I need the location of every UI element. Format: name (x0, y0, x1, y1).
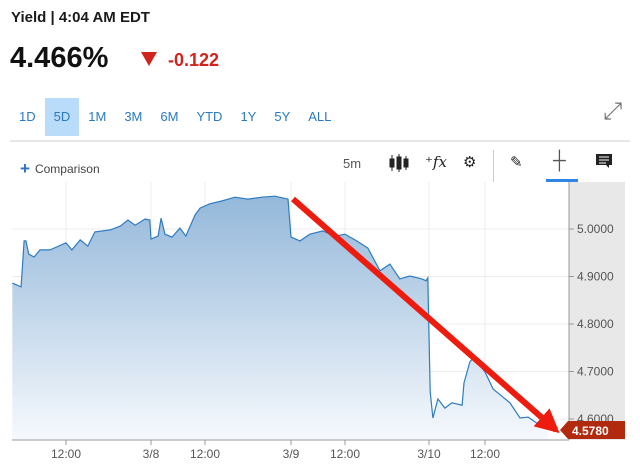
function-icon[interactable]: ⁺𝑓x (425, 153, 447, 171)
y-tick-label: 5.0000 (577, 222, 614, 236)
x-tick-label: 12:00 (51, 447, 81, 461)
x-tick-label: 3/8 (143, 447, 160, 461)
current-yield: 4.466% (10, 42, 109, 74)
last-value-tag: 4.5780 (560, 421, 625, 439)
tab-1m[interactable]: 1M (88, 109, 107, 124)
tab-1d[interactable]: 1D (19, 109, 36, 124)
expand-icon[interactable]: ⤢ (603, 98, 623, 125)
y-tick-label: 4.7000 (577, 365, 614, 379)
y-tick-label: 4.9000 (577, 270, 614, 284)
interval-button[interactable]: 5m (343, 156, 362, 171)
divider (10, 140, 630, 142)
area-fill (12, 196, 548, 440)
x-tick-label: 3/9 (283, 447, 300, 461)
comparison-button[interactable]: + Comparison (20, 159, 100, 179)
toolbar-divider (493, 150, 494, 182)
y-tick-label: 4.8000 (577, 317, 614, 331)
pencil-icon[interactable]: ✎ (510, 154, 523, 171)
range-tabs: 1D 5D 1M 3M 6M YTD 1Y 5Y ALL (10, 98, 340, 136)
tab-6m[interactable]: 6M (160, 109, 179, 124)
tab-5d[interactable]: 5D (44, 98, 80, 136)
x-tick-label: 12:00 (470, 447, 500, 461)
tab-1y[interactable]: 1Y (240, 109, 257, 124)
crosshair-icon[interactable]: ┼ (553, 150, 566, 170)
series-line (12, 195, 549, 430)
plus-icon: + (20, 159, 30, 178)
yield-change: -0.122 (168, 50, 220, 70)
tab-all[interactable]: ALL (308, 109, 332, 124)
comparison-label: Comparison (34, 162, 100, 176)
down-arrow-icon (141, 52, 157, 66)
x-tick-label: 12:00 (190, 447, 220, 461)
last-value-label: 4.5780 (572, 424, 609, 438)
comment-icon[interactable] (595, 153, 613, 173)
x-tick-label: 12:00 (330, 447, 360, 461)
active-tool-indicator (546, 179, 578, 182)
tab-ytd[interactable]: YTD (196, 109, 223, 124)
red-arrow-annotation (291, 196, 560, 434)
yield-chart[interactable]: 12:00 3/8 12:00 3/9 12:00 3/10 12:00 5.0000 4.90… (0, 182, 640, 466)
candlestick-icon[interactable] (388, 153, 410, 177)
gear-icon[interactable]: ⚙ (463, 154, 477, 171)
y-axis-panel (569, 182, 625, 440)
tab-5y[interactable]: 5Y (274, 109, 291, 124)
page-title: Yield | 4:04 AM EDT (11, 9, 150, 26)
x-tick-label: 3/10 (417, 447, 441, 461)
tab-3m[interactable]: 3M (124, 109, 143, 124)
